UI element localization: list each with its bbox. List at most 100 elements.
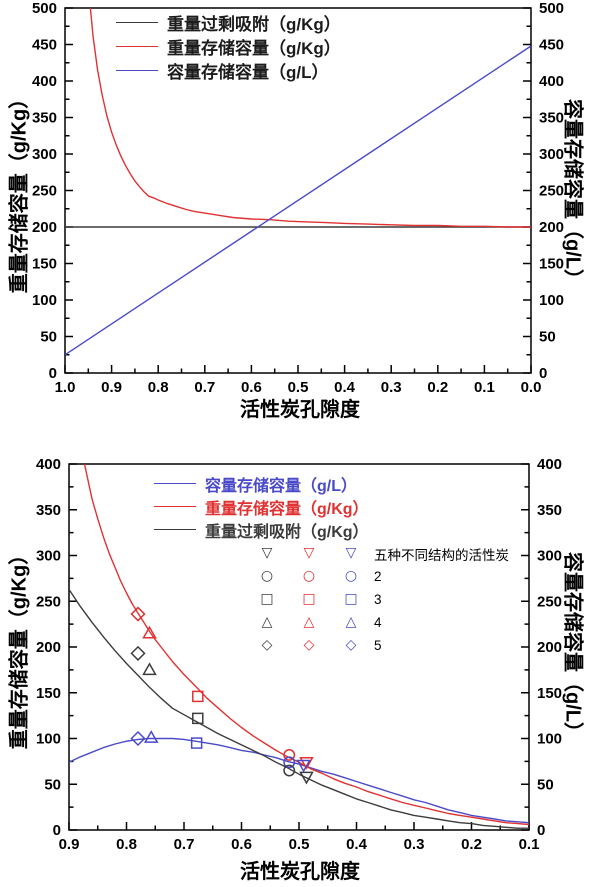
diamond-data-point bbox=[130, 606, 146, 622]
x-tick-label: 0.8 bbox=[148, 379, 169, 396]
line-swatch-red bbox=[116, 45, 158, 47]
y-left-tick-label: 200 bbox=[36, 639, 61, 656]
y-right-tick-label: 150 bbox=[537, 685, 562, 702]
legend-label: 重量过剩吸附（g/Kg） bbox=[205, 523, 369, 541]
y-right-tick-label: 350 bbox=[539, 110, 564, 127]
circle-data-point bbox=[283, 749, 296, 761]
triangle-up-data-point bbox=[143, 730, 159, 743]
x-tick-label: 0.6 bbox=[241, 379, 262, 396]
curve-red bbox=[83, 464, 529, 826]
curve-black bbox=[69, 589, 529, 829]
legend-item: 容量存储容量（g/L） bbox=[116, 58, 341, 82]
line-swatch-black bbox=[116, 21, 158, 23]
top-yaxis-right-title: 容量存储容量（g/L） bbox=[561, 99, 584, 289]
marker-legend-row: □ □ □ 3 bbox=[246, 588, 509, 611]
y-right-tick-label: 50 bbox=[537, 776, 554, 793]
y-right-tick-label: 200 bbox=[537, 639, 562, 656]
y-right-tick-label: 0 bbox=[537, 822, 545, 839]
y-right-tick-label: 250 bbox=[539, 183, 564, 200]
bottom-legend: 容量存储容量（g/L） 重量存储容量（g/Kg） 重量过剩吸附（g/Kg） bbox=[154, 472, 369, 541]
bottom-yaxis-right-title: 容量存储容量（g/L） bbox=[561, 552, 584, 742]
data-points bbox=[130, 606, 314, 785]
diamond-data-point bbox=[130, 730, 146, 747]
y-left-tick-label: 450 bbox=[32, 37, 57, 54]
circle-marker-icon: ○ bbox=[344, 568, 358, 584]
y-left-tick-label: 300 bbox=[32, 146, 57, 163]
x-tick-label: 0.5 bbox=[288, 379, 309, 396]
y-left-tick-label: 100 bbox=[32, 292, 57, 309]
marker-row-label: 4 bbox=[374, 615, 382, 630]
triangle-up-data-point bbox=[142, 662, 157, 676]
x-tick-label: 0.2 bbox=[427, 379, 448, 396]
diamond-marker-icon: ◇ bbox=[303, 637, 315, 653]
y-right-tick-label: 400 bbox=[537, 456, 562, 473]
square-data-point bbox=[192, 712, 204, 725]
legend-label: 重量存储容量（g/Kg） bbox=[205, 500, 369, 518]
triangle-down-marker-icon: ▽ bbox=[303, 545, 315, 561]
y-right-tick-label: 350 bbox=[537, 502, 562, 519]
diamond-marker-icon: ◇ bbox=[345, 637, 357, 653]
x-tick-label: 0.6 bbox=[231, 836, 252, 853]
x-tick-label: 0.7 bbox=[174, 836, 195, 853]
line-swatch-blue bbox=[154, 483, 196, 484]
curve-red bbox=[89, 8, 531, 228]
y-left-tick-label: 200 bbox=[32, 219, 57, 236]
circle-data-point bbox=[283, 764, 296, 777]
y-right-tick-label: 400 bbox=[539, 73, 564, 90]
legend-item: 重量存储容量（g/Kg） bbox=[154, 495, 369, 518]
y-right-tick-label: 150 bbox=[539, 256, 564, 273]
triangle-down-data-point bbox=[296, 759, 311, 773]
triangle-up-marker-icon: △ bbox=[345, 614, 357, 630]
triangle-down-data-point bbox=[299, 771, 314, 785]
y-right-tick-label: 100 bbox=[537, 731, 562, 748]
y-left-tick-label: 350 bbox=[36, 502, 61, 519]
x-tick-label: 0.3 bbox=[404, 836, 425, 853]
curve-blue bbox=[65, 45, 531, 356]
marker-legend-row: △ △ △ 4 bbox=[246, 611, 509, 634]
square-data-point bbox=[192, 690, 204, 703]
marker-row-label: 五种不同结构的活性炭 bbox=[374, 547, 509, 563]
x-tick-label: 0.9 bbox=[59, 836, 80, 853]
y-right-tick-label: 200 bbox=[539, 219, 564, 236]
square-marker-icon: □ bbox=[344, 591, 358, 607]
top-yaxis-left-title: 重量存储容量（g/Kg） bbox=[8, 88, 31, 294]
triangle-down-marker-icon: ▽ bbox=[345, 545, 357, 561]
x-tick-label: 0.7 bbox=[194, 379, 215, 396]
y-left-tick-label: 150 bbox=[32, 256, 57, 273]
marker-legend-row: ◇ ◇ ◇ 5 bbox=[246, 634, 509, 657]
x-tick-label: 0.2 bbox=[461, 836, 482, 853]
y-right-tick-label: 500 bbox=[539, 0, 564, 17]
bottom-yaxis-left-title: 重量存储容量（g/Kg） bbox=[8, 544, 31, 750]
circle-marker-icon: ○ bbox=[260, 568, 274, 584]
y-left-tick-label: 0 bbox=[49, 365, 57, 382]
y-left-tick-label: 50 bbox=[40, 329, 57, 346]
y-left-tick-label: 500 bbox=[32, 0, 57, 17]
x-tick-label: 0.1 bbox=[474, 379, 495, 396]
legend-label: 重量过剩吸附（g/Kg） bbox=[167, 14, 341, 34]
legend-label: 容量存储容量（g/L） bbox=[205, 477, 357, 495]
triangle-down-marker-icon: ▽ bbox=[261, 545, 273, 561]
x-tick-label: 0.8 bbox=[116, 836, 137, 853]
square-marker-icon: □ bbox=[302, 591, 316, 607]
x-tick-label: 0.5 bbox=[289, 836, 310, 853]
y-left-tick-label: 400 bbox=[32, 73, 57, 90]
x-tick-label: 0.4 bbox=[346, 836, 368, 853]
marker-legend: ▽ ▽ ▽ 五种不同结构的活性炭 ○ ○ ○ 2 □ □ □ 3 △ △ △ 4… bbox=[246, 542, 509, 657]
circle-data-point bbox=[283, 756, 296, 769]
marker-row-label: 5 bbox=[374, 638, 382, 653]
x-tick-label: 0.3 bbox=[381, 379, 402, 396]
legend-item: 重量存储容量（g/Kg） bbox=[116, 34, 341, 58]
x-tick-label: 0.4 bbox=[334, 379, 356, 396]
curves bbox=[65, 8, 531, 356]
y-right-tick-label: 300 bbox=[539, 146, 564, 163]
y-left-tick-label: 150 bbox=[36, 685, 61, 702]
y-left-tick-label: 100 bbox=[36, 731, 61, 748]
marker-row-label: 3 bbox=[374, 592, 382, 607]
y-right-tick-label: 250 bbox=[537, 593, 562, 610]
curve-blue bbox=[69, 737, 529, 824]
square-marker-icon: □ bbox=[260, 591, 274, 607]
x-tick-label: 0.9 bbox=[101, 379, 122, 396]
triangle-up-marker-icon: △ bbox=[261, 614, 273, 630]
